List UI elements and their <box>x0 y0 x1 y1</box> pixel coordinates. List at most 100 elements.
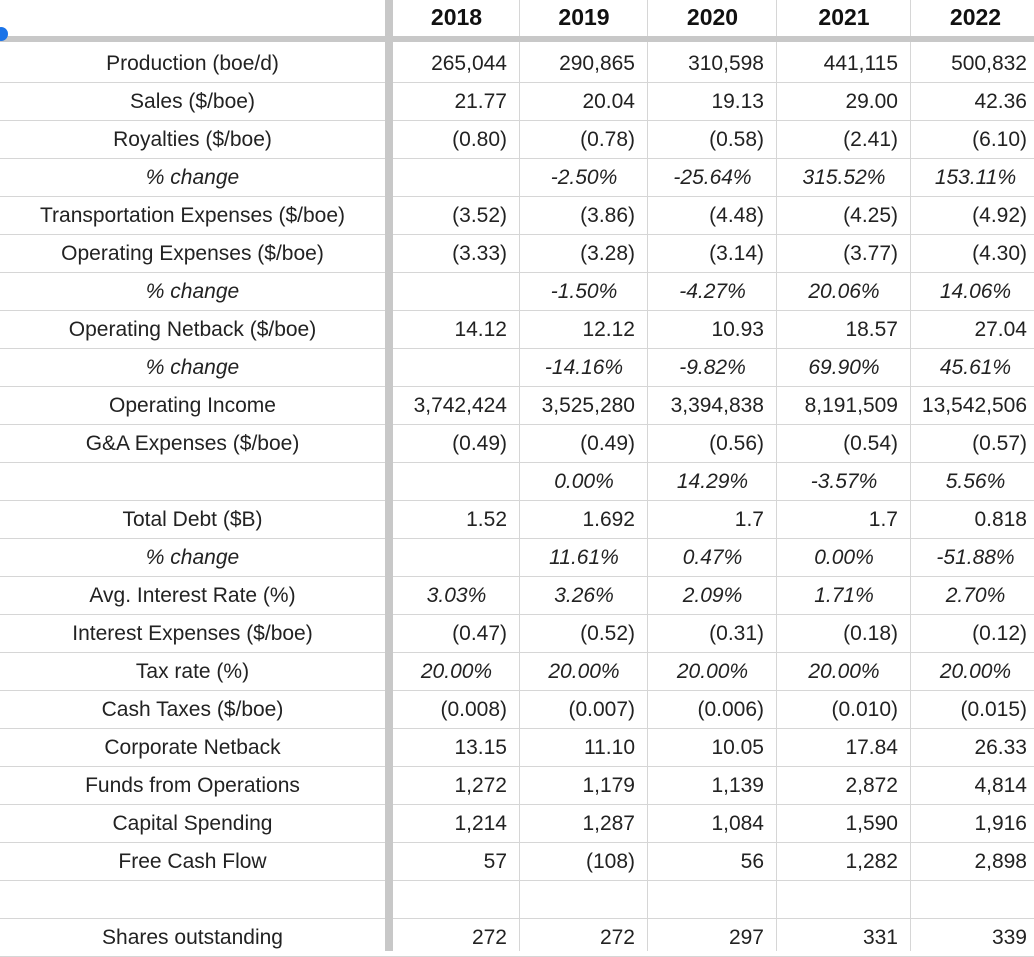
data-cell[interactable]: 1.52 <box>466 508 507 531</box>
data-cell[interactable]: 10.93 <box>711 318 764 341</box>
data-cell[interactable]: 272 <box>471 926 507 949</box>
row-label[interactable]: Cash Taxes ($/boe) <box>101 698 284 721</box>
row-label[interactable] <box>0 463 385 501</box>
row-label[interactable]: Free Cash Flow <box>118 850 267 873</box>
data-cell[interactable]: 11.61% <box>549 546 619 569</box>
data-cell[interactable]: 1,272 <box>454 774 507 797</box>
data-cell[interactable]: 5.56% <box>945 470 1006 493</box>
data-cell[interactable]: 4,814 <box>974 774 1027 797</box>
data-cell[interactable]: 1.71% <box>814 584 874 607</box>
data-cell[interactable]: 20.00% <box>548 660 620 683</box>
data-cell[interactable]: 1,916 <box>974 812 1027 835</box>
data-cell[interactable]: (3.28) <box>580 242 635 265</box>
data-cell[interactable]: (0.78) <box>580 128 635 151</box>
data-cell[interactable]: 21.77 <box>454 90 507 113</box>
data-cell[interactable]: 2,872 <box>845 774 898 797</box>
data-cell[interactable]: 42.36 <box>974 90 1027 113</box>
data-cell[interactable]: 2.70% <box>945 584 1006 607</box>
data-cell[interactable]: 1,084 <box>711 812 764 835</box>
data-cell[interactable]: (4.25) <box>843 204 898 227</box>
data-cell[interactable]: (0.015) <box>960 698 1027 721</box>
data-cell[interactable]: 20.04 <box>582 90 635 113</box>
data-cell[interactable]: 1.7 <box>734 508 764 531</box>
data-cell[interactable]: 1,139 <box>711 774 764 797</box>
data-cell[interactable]: 20.00% <box>939 660 1012 683</box>
data-cell[interactable]: -51.88% <box>936 546 1015 569</box>
row-label[interactable]: G&A Expenses ($/boe) <box>85 432 300 455</box>
data-cell[interactable]: -1.50% <box>550 280 618 303</box>
row-label[interactable]: Operating Expenses ($/boe) <box>61 242 324 265</box>
data-cell[interactable] <box>777 881 898 919</box>
data-cell[interactable] <box>393 463 520 501</box>
data-cell[interactable]: 2.09% <box>682 584 743 607</box>
data-cell[interactable]: (3.52) <box>452 204 507 227</box>
row-label[interactable]: Capital Spending <box>112 812 273 835</box>
data-cell[interactable]: (6.10) <box>972 128 1027 151</box>
data-cell[interactable]: 26.33 <box>974 736 1027 759</box>
row-label[interactable]: Funds from Operations <box>85 774 300 797</box>
row-label[interactable]: Corporate Netback <box>104 736 281 759</box>
data-cell[interactable] <box>911 881 1027 919</box>
data-cell[interactable]: -9.82% <box>679 356 746 379</box>
data-cell[interactable]: 56 <box>740 850 764 873</box>
row-label[interactable]: Transportation Expenses ($/boe) <box>39 204 346 227</box>
data-cell[interactable]: -2.50% <box>550 166 618 189</box>
data-cell[interactable]: 265,044 <box>431 52 507 75</box>
data-cell[interactable]: (3.14) <box>709 242 764 265</box>
data-cell[interactable]: 27.04 <box>974 318 1027 341</box>
data-cell[interactable]: 20.00% <box>808 660 880 683</box>
data-cell[interactable]: 20.06% <box>808 280 880 303</box>
data-cell[interactable]: 3.03% <box>426 584 487 607</box>
row-label[interactable]: Royalties ($/boe) <box>113 128 272 151</box>
data-cell[interactable]: (4.48) <box>709 204 764 227</box>
data-cell[interactable]: (0.49) <box>580 432 635 455</box>
data-cell[interactable]: (0.12) <box>972 622 1027 645</box>
data-cell[interactable]: 69.90% <box>808 356 880 379</box>
data-cell[interactable]: 13.15 <box>454 736 507 759</box>
data-cell[interactable] <box>393 273 520 311</box>
data-cell[interactable]: 14.29% <box>676 470 749 493</box>
data-cell[interactable]: 1,590 <box>845 812 898 835</box>
data-cell[interactable]: -4.27% <box>679 280 746 303</box>
data-cell[interactable] <box>393 159 520 197</box>
data-cell[interactable]: (0.57) <box>972 432 1027 455</box>
data-cell[interactable] <box>648 881 764 919</box>
row-label[interactable]: Avg. Interest Rate (%) <box>89 584 296 607</box>
data-cell[interactable]: 3.26% <box>554 584 614 607</box>
data-cell[interactable]: 310,598 <box>688 52 764 75</box>
data-cell[interactable]: -14.16% <box>544 356 624 379</box>
row-label[interactable]: % change <box>145 280 240 303</box>
data-cell[interactable]: 0.47% <box>682 546 743 569</box>
data-cell[interactable]: (0.80) <box>452 128 507 151</box>
data-cell[interactable]: 0.00% <box>814 546 874 569</box>
data-cell[interactable]: 500,832 <box>951 52 1027 75</box>
data-cell[interactable]: 10.05 <box>711 736 764 759</box>
data-cell[interactable]: (0.52) <box>580 622 635 645</box>
column-header-year[interactable]: 2018 <box>430 4 483 30</box>
data-cell[interactable]: (0.18) <box>843 622 898 645</box>
row-label[interactable]: % change <box>145 546 240 569</box>
data-cell[interactable]: 17.84 <box>845 736 898 759</box>
data-cell[interactable]: (0.58) <box>709 128 764 151</box>
selection-handle[interactable] <box>0 27 8 41</box>
data-cell[interactable] <box>393 881 507 919</box>
column-header-year[interactable]: 2019 <box>558 4 610 30</box>
data-cell[interactable]: 2,898 <box>974 850 1027 873</box>
data-cell[interactable]: 1,287 <box>582 812 635 835</box>
data-cell[interactable]: 3,742,424 <box>413 394 507 417</box>
data-cell[interactable]: 19.13 <box>711 90 764 113</box>
data-cell[interactable]: 1.7 <box>868 508 898 531</box>
data-cell[interactable]: (0.49) <box>452 432 507 455</box>
data-cell[interactable]: 3,525,280 <box>541 394 635 417</box>
data-cell[interactable]: 0.818 <box>974 508 1027 531</box>
data-cell[interactable]: 1,179 <box>582 774 635 797</box>
data-cell[interactable]: 1,214 <box>454 812 507 835</box>
data-cell[interactable]: (3.33) <box>452 242 507 265</box>
data-cell[interactable]: 297 <box>728 926 764 949</box>
data-cell[interactable]: 1.692 <box>582 508 635 531</box>
data-cell[interactable]: -25.64% <box>673 166 752 189</box>
data-cell[interactable]: 12.12 <box>582 318 635 341</box>
data-cell[interactable]: 272 <box>599 926 635 949</box>
data-cell[interactable]: (3.86) <box>580 204 635 227</box>
data-cell[interactable]: 45.61% <box>939 356 1012 379</box>
